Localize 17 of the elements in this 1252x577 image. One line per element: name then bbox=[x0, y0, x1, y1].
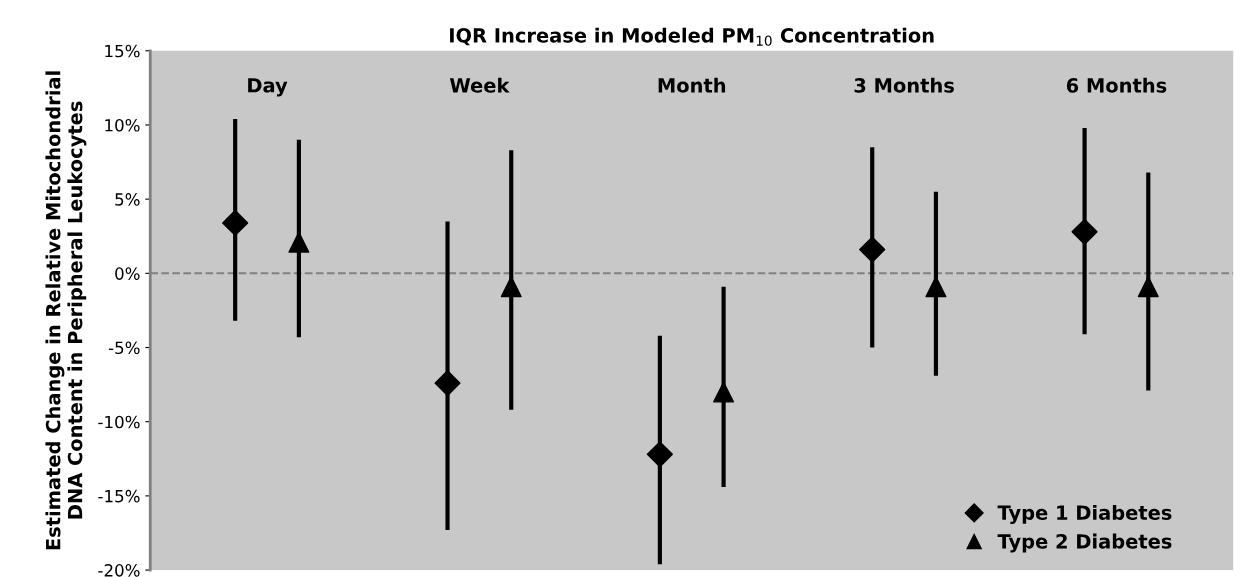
y-tick-label: -10% bbox=[98, 415, 140, 429]
x-tick-label: Month bbox=[658, 77, 726, 93]
chart-title: IQR Increase in Modeled PM$_{10}$ Concentration bbox=[450, 27, 934, 46]
y-tick-label: 5% bbox=[115, 193, 140, 206]
y-tick-label: -5% bbox=[108, 341, 140, 355]
y-tick-label: 10% bbox=[105, 118, 140, 132]
x-tick-label: Day bbox=[248, 78, 288, 97]
x-tick-label: 3 Months bbox=[854, 77, 954, 93]
legend-label: Type 1 Diabetes bbox=[997, 504, 1172, 524]
y-tick-label: -20% bbox=[98, 564, 140, 577]
x-tick-label: Week bbox=[449, 77, 510, 93]
y-tick-label: 15% bbox=[105, 44, 140, 58]
y-tick-label: 0% bbox=[115, 267, 140, 280]
y-axis-title: Estimated Change in Relative Mitochondrial DNA Content in Peripheral Leukocytes bbox=[45, 71, 87, 550]
x-tick-label: 6 Months bbox=[1066, 77, 1167, 93]
legend-label: Type 2 Diabetes bbox=[997, 533, 1172, 553]
y-tick-label: -15% bbox=[98, 489, 140, 503]
